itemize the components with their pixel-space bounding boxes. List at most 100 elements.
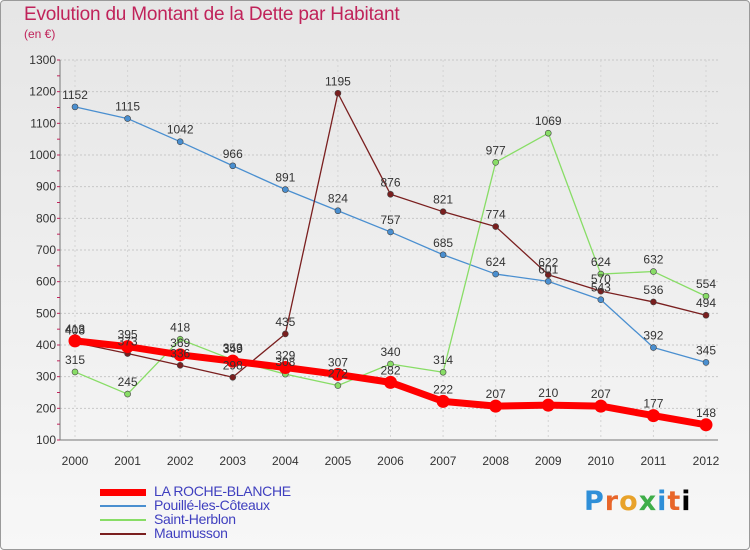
data-point <box>702 292 710 300</box>
data-label: 543 <box>591 281 611 295</box>
data-label: 1195 <box>325 74 351 88</box>
data-label: 340 <box>380 345 400 359</box>
x-tick-label: 2003 <box>219 454 246 468</box>
data-point <box>334 207 342 215</box>
y-tick-label: 1000 <box>29 148 56 162</box>
proxiti-logo: Proxiti <box>584 486 692 517</box>
legend-label: Maumusson <box>154 525 228 541</box>
x-tick-label: 2010 <box>587 454 614 468</box>
y-tick-label: 500 <box>36 306 56 320</box>
data-label: 349 <box>223 342 243 356</box>
data-point <box>387 190 394 198</box>
data-point <box>278 360 292 374</box>
x-tick-label: 2009 <box>535 454 562 468</box>
data-point <box>282 186 289 193</box>
logo-letter: t <box>667 486 682 517</box>
data-point <box>650 344 657 351</box>
logo-letter: x <box>638 486 658 517</box>
x-tick-label: 2012 <box>693 454 720 468</box>
data-point <box>384 375 397 389</box>
data-label: 1069 <box>535 114 562 128</box>
data-point <box>702 311 710 319</box>
y-tick-label: 100 <box>36 433 56 447</box>
data-point <box>124 390 131 398</box>
y-tick-label: 1300 <box>29 53 56 67</box>
data-label: 685 <box>433 236 453 250</box>
data-point <box>173 348 187 362</box>
data-label: 207 <box>486 387 506 401</box>
data-point <box>597 296 605 304</box>
chart-subtitle: (en €) <box>24 27 56 41</box>
data-label: 1042 <box>167 123 194 137</box>
y-tick-label: 200 <box>36 401 56 415</box>
data-point <box>387 228 394 236</box>
data-point <box>544 271 552 279</box>
y-tick-label: 400 <box>36 338 56 352</box>
legend-label: Pouillé-les-Côteaux <box>154 497 270 513</box>
y-tick-label: 700 <box>36 243 56 257</box>
data-label: 207 <box>591 387 611 401</box>
legend-label: Saint-Herblon <box>154 511 236 527</box>
data-label: 757 <box>380 213 400 227</box>
data-label: 395 <box>118 328 138 342</box>
data-point <box>436 394 450 408</box>
data-point <box>699 418 713 432</box>
data-label: 315 <box>65 353 85 367</box>
data-point <box>226 354 240 368</box>
data-label: 622 <box>538 256 558 270</box>
data-label: 624 <box>486 255 506 269</box>
x-tick-label: 2007 <box>430 454 457 468</box>
data-label: 774 <box>486 208 506 222</box>
data-point <box>176 361 184 369</box>
x-tick-label: 2005 <box>325 454 352 468</box>
data-point <box>71 368 79 376</box>
x-tick-label: 2004 <box>272 454 299 468</box>
data-label: 298 <box>223 358 243 372</box>
data-label: 336 <box>170 346 190 360</box>
data-label: 308 <box>275 355 295 369</box>
logo-letter: P <box>584 486 605 517</box>
data-point <box>597 270 605 278</box>
logo-letter: r <box>604 486 620 517</box>
data-point <box>597 287 605 295</box>
x-tick-label: 2011 <box>641 454 667 468</box>
data-point <box>176 335 184 343</box>
data-point <box>176 138 184 145</box>
data-label: 1152 <box>62 88 88 102</box>
data-point <box>646 409 660 423</box>
data-point <box>124 115 131 122</box>
data-point <box>492 158 499 166</box>
x-tick-label: 2008 <box>482 454 509 468</box>
data-point <box>439 368 447 376</box>
data-point <box>439 251 447 259</box>
data-point <box>650 268 657 275</box>
data-point <box>71 103 79 111</box>
chart-title: Evolution du Montant de la Dette par Hab… <box>24 4 400 25</box>
y-tick-label: 300 <box>36 370 56 384</box>
x-tick-label: 2002 <box>167 454 194 468</box>
data-label: 408 <box>65 323 85 337</box>
legend-label: LA ROCHE-BLANCHE <box>154 483 291 499</box>
data-label: 307 <box>328 355 348 369</box>
data-label: 210 <box>538 386 558 400</box>
data-label: 282 <box>380 363 400 377</box>
data-label: 373 <box>118 335 138 349</box>
data-label: 418 <box>170 320 190 334</box>
data-label: 601 <box>538 262 558 276</box>
data-label: 494 <box>696 296 716 310</box>
data-label: 624 <box>591 255 611 269</box>
data-label: 435 <box>275 315 295 329</box>
data-point <box>334 382 342 389</box>
data-point <box>68 334 82 348</box>
data-label: 821 <box>433 193 453 207</box>
data-label: 369 <box>170 336 190 350</box>
data-label: 891 <box>275 171 295 185</box>
logo-letter: o <box>619 486 639 517</box>
data-point <box>334 89 342 97</box>
legend-swatch <box>100 489 146 496</box>
legend-swatch <box>100 533 146 535</box>
y-tick-label: 600 <box>36 275 56 289</box>
data-label: 570 <box>591 272 611 286</box>
data-label: 314 <box>433 353 453 367</box>
